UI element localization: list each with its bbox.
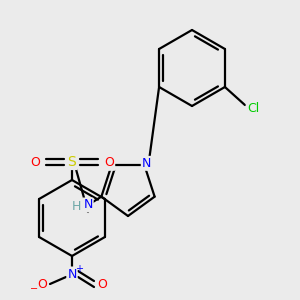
Text: S: S <box>68 155 76 169</box>
Text: N: N <box>83 199 93 212</box>
Text: O: O <box>104 155 114 169</box>
Text: N: N <box>142 157 151 170</box>
Text: H: H <box>71 200 81 214</box>
Text: −: − <box>30 284 38 294</box>
Text: O: O <box>37 278 47 290</box>
Text: Cl: Cl <box>247 103 259 116</box>
Text: O: O <box>30 155 40 169</box>
Text: N: N <box>67 268 77 281</box>
Text: N: N <box>105 157 114 170</box>
Text: +: + <box>75 264 83 274</box>
Text: O: O <box>97 278 107 290</box>
